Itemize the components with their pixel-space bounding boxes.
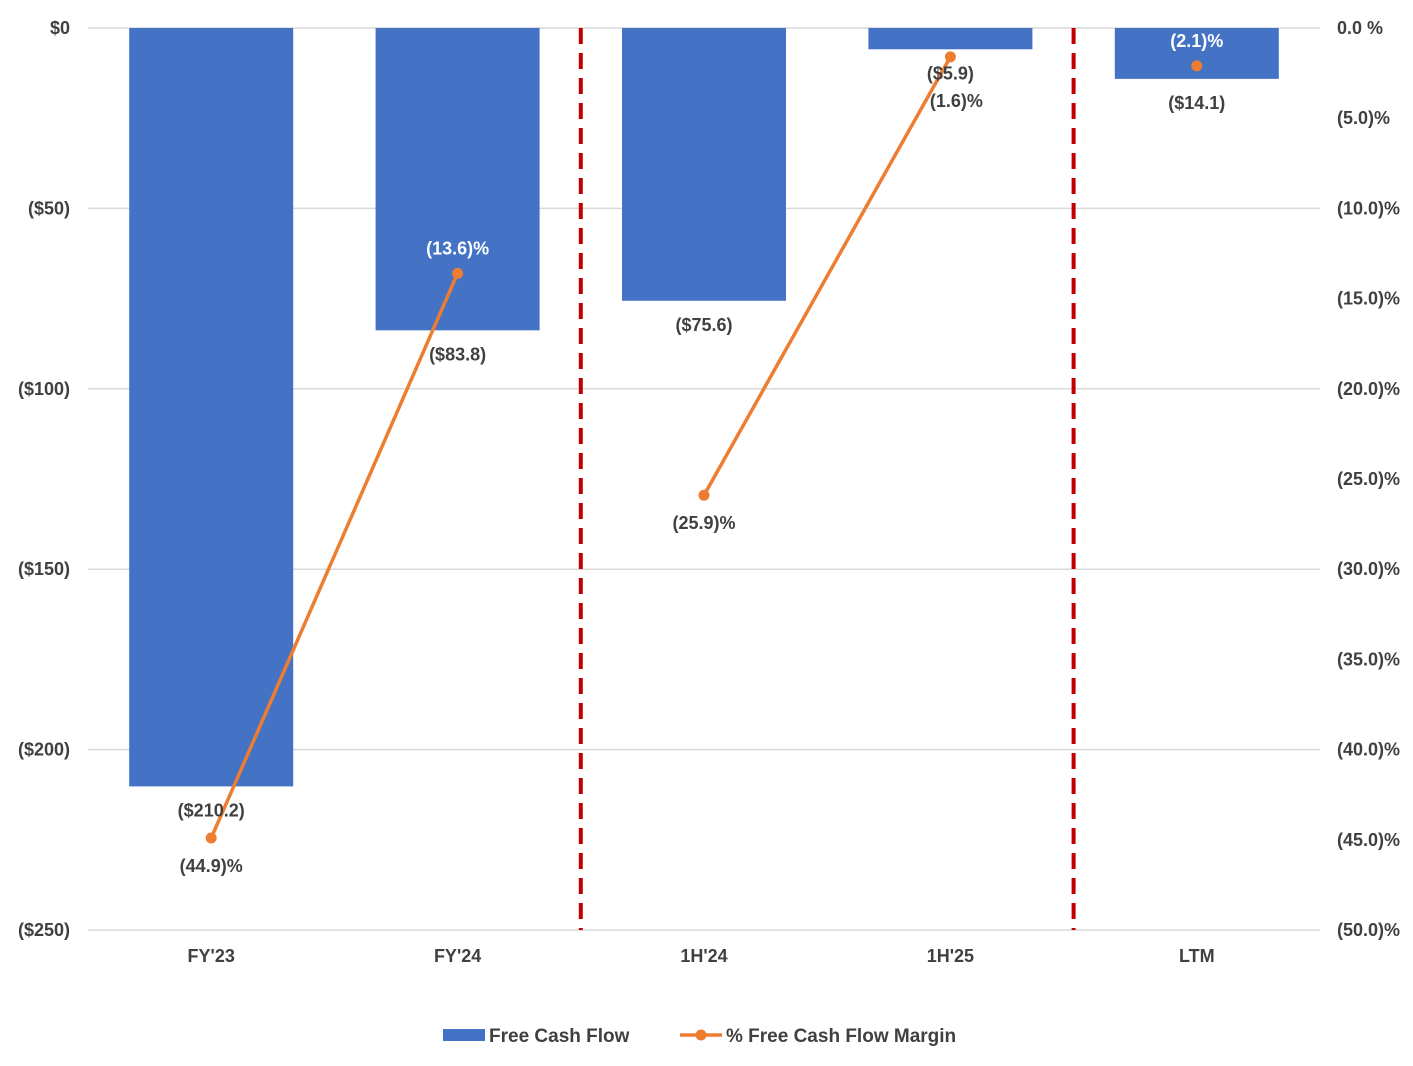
bar-free-cash-flow (375, 28, 540, 331)
y-right-tick-label: (5.0)% (1337, 108, 1390, 128)
bar-free-cash-flow (868, 28, 1033, 50)
bar-value-label: ($75.6) (675, 315, 732, 335)
x-category-label: LTM (1179, 946, 1215, 966)
margin-value-label: (25.9)% (672, 513, 735, 533)
x-category-label: FY'23 (188, 946, 235, 966)
y-right-tick-label: (40.0)% (1337, 740, 1400, 760)
margin-point (1191, 60, 1203, 72)
y-left-tick-label: ($200) (18, 740, 70, 760)
y-left-tick-label: ($100) (18, 379, 70, 399)
y-right-tick-label: (50.0)% (1337, 920, 1400, 940)
margin-point (452, 267, 464, 279)
x-category-label: 1H'25 (927, 946, 974, 966)
legend-bar-swatch (443, 1029, 485, 1041)
y-right-tick-label: (35.0)% (1337, 649, 1400, 669)
legend-line-marker (695, 1029, 707, 1041)
y-right-tick-label: (30.0)% (1337, 559, 1400, 579)
bar-value-label: ($83.8) (429, 344, 486, 364)
y-right-tick-label: (45.0)% (1337, 830, 1400, 850)
margin-point (698, 489, 710, 501)
margin-line-segment (702, 56, 952, 497)
margin-value-label: (2.1)% (1170, 31, 1223, 51)
y-right-tick-label: (10.0)% (1337, 198, 1400, 218)
legend-label-free-cash-flow: Free Cash Flow (489, 1026, 630, 1047)
bar-value-label: ($5.9) (927, 63, 974, 83)
y-right-tick-label: (25.0)% (1337, 469, 1400, 489)
x-category-label: 1H'24 (680, 946, 727, 966)
y-right-tick-label: 0.0 % (1337, 18, 1383, 38)
margin-value-label: (1.6)% (930, 91, 983, 111)
margin-point (944, 51, 956, 63)
y-right-tick-label: (20.0)% (1337, 379, 1400, 399)
y-left-tick-label: $0 (50, 18, 70, 38)
margin-line-segment (209, 272, 460, 839)
bar-value-label: ($14.1) (1168, 93, 1225, 113)
margin-value-label: (44.9)% (180, 856, 243, 876)
y-left-tick-label: ($150) (18, 559, 70, 579)
y-left-tick-label: ($50) (28, 198, 70, 218)
y-left-tick-label: ($250) (18, 920, 70, 940)
bar-free-cash-flow (129, 28, 294, 787)
margin-point (205, 832, 217, 844)
bar-value-label: ($210.2) (178, 800, 245, 820)
bar-free-cash-flow (622, 28, 786, 301)
y-right-tick-label: (15.0)% (1337, 289, 1400, 309)
legend-label-margin: % Free Cash Flow Margin (726, 1026, 956, 1047)
x-category-label: FY'24 (434, 946, 481, 966)
margin-value-label: (13.6)% (426, 238, 489, 258)
